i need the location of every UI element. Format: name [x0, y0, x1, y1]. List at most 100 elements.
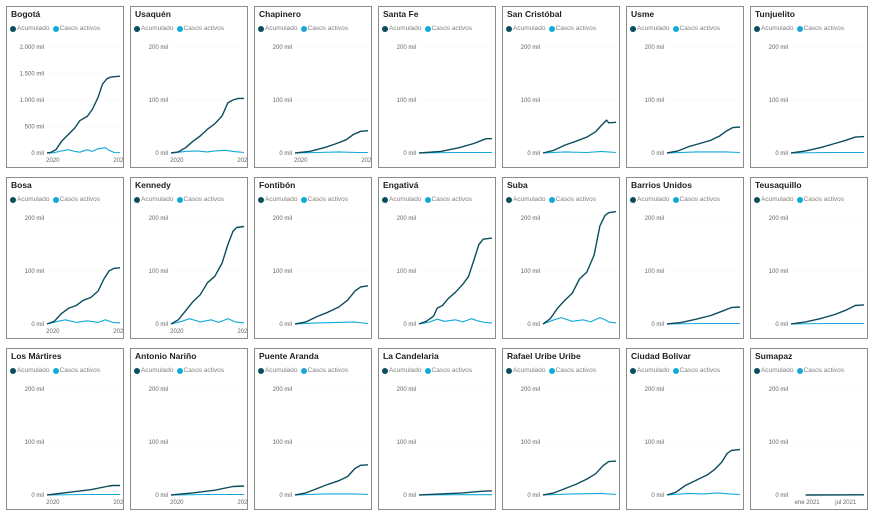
- legend-acumulado[interactable]: Acumulado: [754, 367, 794, 374]
- chart-panel-chapinero[interactable]: Chapinero Acumulado Casos activos 0 mil 100 …: [254, 6, 372, 168]
- series-line-casos-activos[interactable]: [294, 321, 369, 325]
- chart-panel-usme[interactable]: Usme Acumulado Casos activos 0 mil 100 mil 20…: [626, 6, 744, 168]
- series-line-acumulado[interactable]: [294, 464, 369, 496]
- series-line-acumulado[interactable]: [294, 285, 369, 325]
- series-line-casos-activos[interactable]: [170, 149, 245, 154]
- legend-casos-activos[interactable]: Casos activos: [548, 367, 596, 374]
- series-line-acumulado[interactable]: [418, 490, 493, 496]
- legend-acumulado[interactable]: Acumulado: [258, 367, 298, 374]
- series-line-acumulado[interactable]: [790, 135, 865, 154]
- series-line-acumulado[interactable]: [542, 460, 617, 496]
- legend-acumulado[interactable]: Acumulado: [134, 367, 174, 374]
- chart-panel-engativa[interactable]: Engativá Acumulado Casos activos 0 mil 100 m…: [378, 177, 496, 339]
- legend-casos-activos[interactable]: Casos activos: [548, 25, 596, 32]
- legend-acumulado[interactable]: Acumulado: [382, 196, 422, 203]
- series-line-acumulado[interactable]: [666, 126, 741, 154]
- legend-casos-activos[interactable]: Casos activos: [300, 196, 348, 203]
- series-line-casos-activos[interactable]: [46, 147, 121, 154]
- series-line-casos-activos[interactable]: [418, 318, 493, 325]
- series-line-casos-activos[interactable]: [170, 318, 245, 325]
- series-line-casos-activos[interactable]: [294, 151, 368, 154]
- chart-panel-fontibon[interactable]: Fontibón Acumulado Casos activos 0 mil 100 m…: [254, 177, 372, 339]
- legend-acumulado[interactable]: Acumulado: [754, 25, 794, 32]
- series-line-acumulado[interactable]: [46, 484, 120, 496]
- legend-casos-activos[interactable]: Casos activos: [796, 196, 844, 203]
- legend-casos-activos[interactable]: Casos activos: [672, 25, 720, 32]
- legend-acumulado[interactable]: Acumulado: [10, 25, 50, 32]
- legend-acumulado[interactable]: Acumulado: [382, 25, 422, 32]
- chart-panel-los-martires[interactable]: Los Mártires Acumulado Casos activos 0 mil 1…: [6, 348, 124, 510]
- legend-acumulado[interactable]: Acumulado: [134, 25, 174, 32]
- chart-panel-barrios-unidos[interactable]: Barrios Unidos Acumulado Casos activos 0 mi…: [626, 177, 744, 339]
- series-line-acumulado[interactable]: [666, 448, 741, 496]
- series-line-casos-activos[interactable]: [294, 493, 369, 496]
- chart-panel-bosa[interactable]: Bosa Acumulado Casos activos 0 mil 100 mil 20…: [6, 177, 124, 339]
- legend-acumulado[interactable]: Acumulado: [382, 367, 422, 374]
- chart-panel-san-cristobal[interactable]: San Cristóbal Acumulado Casos activos 0 mil…: [502, 6, 620, 168]
- chart-panel-bogota[interactable]: Bogotá Acumulado Casos activos 0 mil 500 mil…: [6, 6, 124, 168]
- chart-panel-sumapaz[interactable]: Sumapaz Acumulado Casos activos 0 mil 100 mi…: [750, 348, 868, 510]
- legend-casos-activos[interactable]: Casos activos: [424, 196, 472, 203]
- legend-acumulado[interactable]: Acumulado: [630, 196, 670, 203]
- legend-acumulado[interactable]: Acumulado: [10, 196, 50, 203]
- series-line-casos-activos[interactable]: [46, 319, 121, 325]
- legend-acumulado[interactable]: Acumulado: [506, 25, 546, 32]
- legend-casos-activos[interactable]: Casos activos: [52, 25, 100, 32]
- legend-casos-activos[interactable]: Casos activos: [176, 25, 224, 32]
- legend-acumulado[interactable]: Acumulado: [754, 196, 794, 203]
- legend-acumulado[interactable]: Acumulado: [630, 25, 670, 32]
- chart-panel-antonio-narino[interactable]: Antonio Nariño Acumulado Casos activos 0 mi…: [130, 348, 248, 510]
- chart-panel-puente-aranda[interactable]: Puente Aranda Acumulado Casos activos 0 mil…: [254, 348, 372, 510]
- chart-panel-suba[interactable]: Suba Acumulado Casos activos 0 mil 100 mil 20…: [502, 177, 620, 339]
- legend-casos-activos[interactable]: Casos activos: [796, 367, 844, 374]
- chart-panel-usaquen[interactable]: Usaquén Acumulado Casos activos 0 mil 100 mi…: [130, 6, 248, 168]
- legend-casos-activos[interactable]: Casos activos: [424, 367, 472, 374]
- series-line-acumulado[interactable]: [418, 137, 492, 154]
- chart-panel-santa-fe[interactable]: Santa Fe Acumulado Casos activos 0 mil 100 m…: [378, 6, 496, 168]
- legend-acumulado[interactable]: Acumulado: [10, 367, 50, 374]
- chart-panel-la-candelaria[interactable]: La Candelaria Acumulado Casos activos 0 mil…: [378, 348, 496, 510]
- series-line-casos-activos[interactable]: [170, 493, 244, 496]
- series-line-casos-activos[interactable]: [418, 151, 492, 154]
- series-line-casos-activos[interactable]: [46, 493, 120, 496]
- series-line-acumulado[interactable]: [46, 75, 121, 154]
- series-line-acumulado[interactable]: [170, 225, 245, 325]
- legend-acumulado[interactable]: Acumulado: [134, 196, 174, 203]
- legend-acumulado[interactable]: Acumulado: [258, 25, 298, 32]
- series-line-casos-activos[interactable]: [542, 317, 617, 325]
- chart-panel-teusaquillo[interactable]: Teusaquillo Acumulado Casos activos 0 mil 10…: [750, 177, 868, 339]
- legend-casos-activos[interactable]: Casos activos: [424, 25, 472, 32]
- series-line-casos-activos[interactable]: [542, 150, 617, 154]
- legend-acumulado[interactable]: Acumulado: [506, 367, 546, 374]
- series-line-casos-activos[interactable]: [666, 322, 740, 325]
- legend-casos-activos[interactable]: Casos activos: [52, 196, 100, 203]
- series-line-acumulado[interactable]: [790, 304, 865, 325]
- series-line-acumulado[interactable]: [170, 485, 245, 496]
- series-line-casos-activos[interactable]: [666, 492, 741, 496]
- series-line-casos-activos[interactable]: [790, 322, 864, 325]
- legend-casos-activos[interactable]: Casos activos: [176, 367, 224, 374]
- series-line-acumulado[interactable]: [170, 97, 244, 154]
- legend-casos-activos[interactable]: Casos activos: [176, 196, 224, 203]
- series-line-acumulado[interactable]: [294, 130, 369, 154]
- series-line-acumulado[interactable]: [542, 210, 617, 325]
- chart-panel-kennedy[interactable]: Kennedy Acumulado Casos activos 0 mil 100 mi…: [130, 177, 248, 339]
- legend-casos-activos[interactable]: Casos activos: [672, 367, 720, 374]
- series-line-casos-activos[interactable]: [790, 151, 864, 154]
- series-line-acumulado[interactable]: [542, 119, 617, 154]
- legend-casos-activos[interactable]: Casos activos: [672, 196, 720, 203]
- legend-casos-activos[interactable]: Casos activos: [548, 196, 596, 203]
- legend-casos-activos[interactable]: Casos activos: [796, 25, 844, 32]
- legend-acumulado[interactable]: Acumulado: [506, 196, 546, 203]
- chart-panel-rafael-uribe-uribe[interactable]: Rafael Uribe Uribe Acumulado Casos activos…: [502, 348, 620, 510]
- series-line-acumulado[interactable]: [46, 267, 121, 325]
- series-line-casos-activos[interactable]: [542, 492, 617, 496]
- chart-panel-ciudad-bolivar[interactable]: Ciudad Bolívar Acumulado Casos activos 0 mi…: [626, 348, 744, 510]
- legend-casos-activos[interactable]: Casos activos: [300, 25, 348, 32]
- legend-acumulado[interactable]: Acumulado: [258, 196, 298, 203]
- legend-acumulado[interactable]: Acumulado: [630, 367, 670, 374]
- series-line-acumulado[interactable]: [418, 237, 493, 325]
- series-line-acumulado[interactable]: [666, 306, 741, 325]
- legend-casos-activos[interactable]: Casos activos: [52, 367, 100, 374]
- legend-casos-activos[interactable]: Casos activos: [300, 367, 348, 374]
